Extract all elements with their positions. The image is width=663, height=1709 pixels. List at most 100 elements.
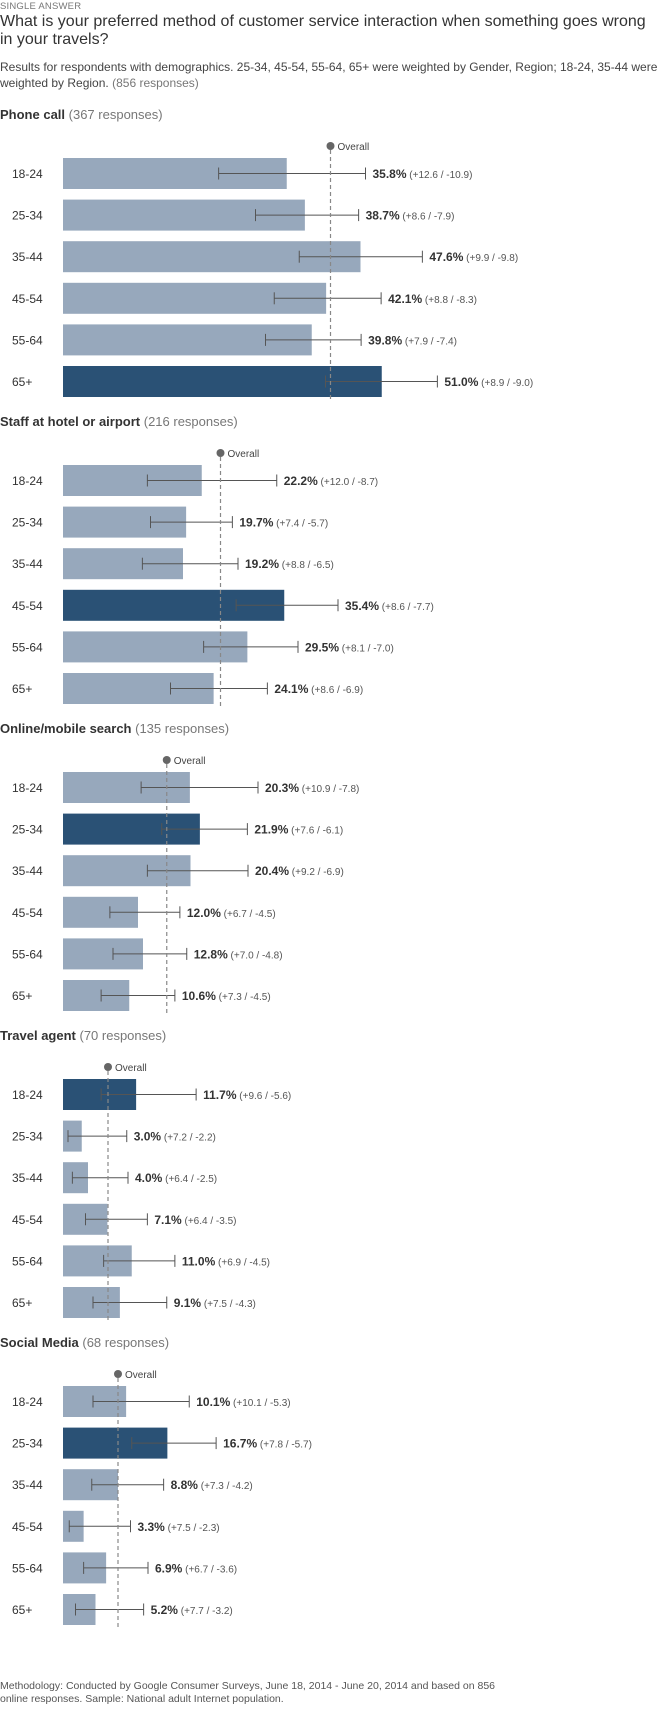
ci-label: (+9.9 / -9.8) [463,253,518,264]
ci-label: (+7.6 / -6.1) [288,826,343,837]
category-label: 65+ [12,682,32,696]
category-label: 55-64 [12,640,43,654]
data-label: 9.1% (+7.5 / -4.3) [174,1296,256,1310]
overall-label: Overall [174,756,206,767]
category-label: 55-64 [12,947,43,961]
category-label: 35-44 [12,557,43,571]
category-label: 25-34 [12,1130,43,1144]
data-label: 11.7% (+9.6 / -5.6) [203,1088,291,1102]
data-label: 47.6% (+9.9 / -9.8) [429,250,518,264]
category-label: 35-44 [12,250,43,264]
overall-marker [326,142,335,150]
data-label: 7.1% (+6.4 / -3.5) [154,1213,236,1227]
panel-title: Travel agent (70 responses) [0,1028,166,1043]
category-label: 55-64 [12,1561,43,1575]
value-label: 47.6% [429,250,463,264]
ci-label: (+12.0 / -8.7) [318,477,378,488]
value-label: 12.8% [194,947,228,961]
value-label: 19.7% [239,516,273,530]
ci-label: (+7.4 / -5.7) [273,519,328,530]
category-label: 65+ [12,375,32,389]
results-subtitle: Results for respondents with demographic… [0,59,663,91]
ci-label: (+7.7 / -3.2) [178,1606,233,1617]
overall-marker [114,1370,122,1378]
data-label: 8.8% (+7.3 / -4.2) [171,1478,253,1492]
overall-marker [216,449,225,457]
value-label: 7.1% [154,1213,182,1227]
value-label: 22.2% [284,474,318,488]
value-label: 51.0% [444,375,478,389]
value-label: 19.2% [245,557,279,571]
ci-label: (+8.8 / -6.5) [279,560,334,571]
category-label: 45-54 [12,292,43,306]
ci-label: (+7.0 / -4.8) [228,950,283,961]
panel-response-count: (367 responses) [65,107,163,122]
data-label: 4.0% (+6.4 / -2.5) [135,1171,217,1185]
ci-label: (+8.8 / -8.3) [422,295,477,306]
ci-label: (+7.9 / -7.4) [402,336,457,347]
value-label: 38.7% [366,209,400,223]
category-label: 45-54 [12,599,43,613]
category-label: 25-34 [12,1437,43,1451]
ci-label: (+12.6 / -10.9) [407,170,473,181]
ci-label: (+6.7 / -4.5) [221,909,276,920]
ci-label: (+7.3 / -4.2) [198,1481,253,1492]
category-label: 35-44 [12,1478,43,1492]
value-label: 39.8% [368,333,402,347]
category-label: 45-54 [12,1520,43,1534]
panel-response-count: (68 responses) [79,1335,169,1350]
overall-marker [162,756,171,764]
data-label: 11.0% (+6.9 / -4.5) [182,1254,270,1268]
value-label: 20.4% [255,864,289,878]
value-label: 20.3% [265,781,299,795]
category-label: 25-34 [12,823,43,837]
ci-label: (+9.6 / -5.6) [237,1091,292,1102]
data-label: 51.0% (+8.9 / -9.0) [444,375,533,389]
value-label: 35.8% [373,167,407,181]
data-label: 5.2% (+7.7 / -3.2) [151,1603,233,1617]
category-label: 25-34 [12,516,43,530]
category-label: 18-24 [12,781,43,795]
value-label: 5.2% [151,1603,179,1617]
category-label: 45-54 [12,1213,43,1227]
category-label: 18-24 [12,1395,43,1409]
data-label: 12.0% (+6.7 / -4.5) [187,906,276,920]
ci-label: (+6.4 / -3.5) [182,1216,237,1227]
category-label: 65+ [12,1296,32,1310]
ci-label: (+8.6 / -6.9) [308,685,363,696]
ci-label: (+8.6 / -7.7) [379,602,434,613]
value-label: 42.1% [388,292,422,306]
value-label: 4.0% [135,1171,163,1185]
ci-label: (+7.8 / -5.7) [257,1440,312,1451]
category-label: 65+ [12,989,32,1003]
panel-response-count: (135 responses) [132,721,230,736]
ci-label: (+8.1 / -7.0) [339,643,394,654]
ci-label: (+6.9 / -4.5) [215,1257,270,1268]
panel-response-count: (70 responses) [76,1028,166,1043]
ci-label: (+10.9 / -7.8) [299,784,359,795]
survey-type-label: SINGLE ANSWER [0,1,82,12]
total-responses: (856 responses) [112,76,199,90]
overall-label: Overall [228,449,260,460]
category-label: 18-24 [12,1088,43,1102]
value-label: 24.1% [274,682,308,696]
data-label: 42.1% (+8.8 / -8.3) [388,292,477,306]
panel-title: Staff at hotel or airport (216 responses… [0,414,238,429]
category-label: 45-54 [12,906,43,920]
question-title: What is your preferred method of custome… [0,13,646,48]
category-label: 25-34 [12,209,43,223]
data-label: 24.1% (+8.6 / -6.9) [274,682,363,696]
data-label: 3.0% (+7.2 / -2.2) [134,1130,216,1144]
panel-title: Online/mobile search (135 responses) [0,721,229,736]
data-label: 21.9% (+7.6 / -6.1) [254,823,343,837]
ci-label: (+7.5 / -2.3) [165,1523,220,1534]
value-label: 10.6% [182,989,216,1003]
data-label: 35.8% (+12.6 / -10.9) [373,167,473,181]
ci-label: (+6.7 / -3.6) [182,1564,237,1575]
data-label: 10.1% (+10.1 / -5.3) [196,1395,290,1409]
panel-title-text: Travel agent [0,1028,77,1043]
panel-title-text: Staff at hotel or airport [0,414,141,429]
panel-title-text: Social Media [0,1335,80,1350]
value-label: 21.9% [254,823,288,837]
data-label: 29.5% (+8.1 / -7.0) [305,640,394,654]
